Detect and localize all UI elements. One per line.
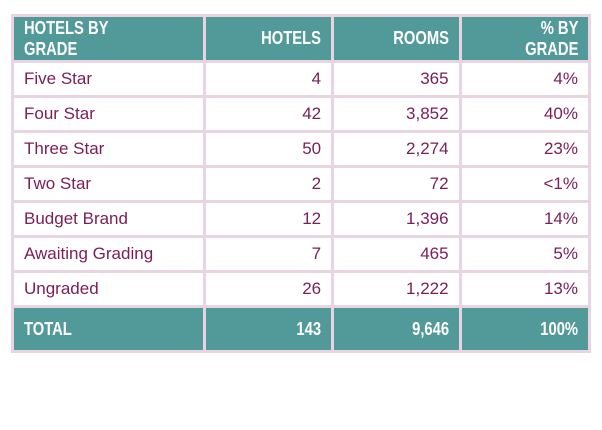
cell-percent: <1% [458,165,592,203]
header-rooms: Rooms [331,14,462,63]
cell-rooms: 2,274 [331,130,462,168]
cell-rooms: 365 [331,60,462,98]
total-percent-text: 100% [540,318,578,339]
table-row: Ungraded 26 1,222 13% [11,270,592,308]
cell-rooms: 72 [331,165,462,203]
total-rooms-text: 9,646 [411,318,449,339]
cell-percent: 4% [458,60,592,98]
table-row: Awaiting Grading 7 465 5% [11,235,592,273]
cell-hotels: 2 [202,165,335,203]
table-row: Three Star 50 2,274 23% [11,130,592,168]
cell-grade: Five Star [11,60,206,98]
cell-hotels: 26 [202,270,335,308]
header-hotels: Hotels [202,14,335,63]
cell-grade: Ungraded [11,270,206,308]
total-label-text: Total [24,318,72,339]
header-hotels-label: Hotels [261,28,322,48]
cell-percent: 23% [458,130,592,168]
cell-hotels: 4 [202,60,335,98]
table-row: Two Star 2 72 <1% [11,165,592,203]
cell-rooms: 465 [331,235,462,273]
table-row: Five Star 4 365 4% [11,60,592,98]
total-row: Total 143 9,646 100% [11,305,592,353]
total-hotels-text: 143 [296,318,322,339]
cell-grade: Four Star [11,95,206,133]
cell-hotels: 50 [202,130,335,168]
header-grade: Hotels by Grade [11,14,206,63]
header-row: Hotels by Grade Hotels Rooms % by Grade [11,14,592,63]
cell-grade: Awaiting Grading [11,235,206,273]
cell-percent: 14% [458,200,592,238]
total-percent: 100% [458,305,592,353]
header-percent: % by Grade [458,14,592,63]
total-rooms: 9,646 [331,305,462,353]
cell-grade: Two Star [11,165,206,203]
cell-hotels: 42 [202,95,335,133]
cell-grade: Three Star [11,130,206,168]
cell-percent: 40% [458,95,592,133]
cell-grade: Budget Brand [11,200,206,238]
cell-hotels: 12 [202,200,335,238]
hotels-by-grade-table: Hotels by Grade Hotels Rooms % by Grade … [11,14,592,353]
header-rooms-label: Rooms [392,28,449,48]
cell-rooms: 3,852 [331,95,462,133]
header-percent-label: % by Grade [524,17,578,59]
cell-rooms: 1,222 [331,270,462,308]
cell-percent: 13% [458,270,592,308]
table-row: Budget Brand 12 1,396 14% [11,200,592,238]
header-grade-label: Hotels by Grade [24,17,109,59]
table-row: Four Star 42 3,852 40% [11,95,592,133]
cell-rooms: 1,396 [331,200,462,238]
total-label: Total [11,305,206,353]
cell-percent: 5% [458,235,592,273]
cell-hotels: 7 [202,235,335,273]
total-hotels: 143 [202,305,335,353]
